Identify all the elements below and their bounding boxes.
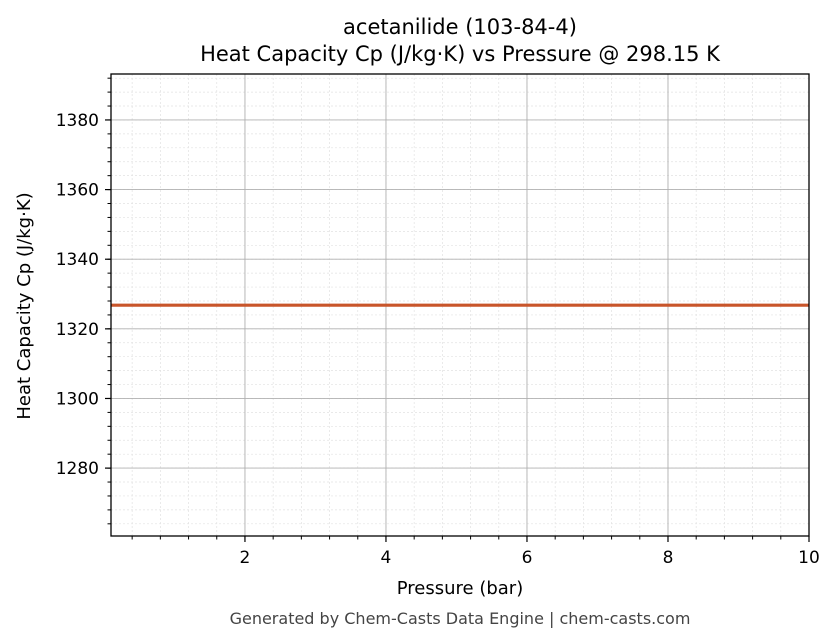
x-tick-label: 4 bbox=[381, 548, 392, 568]
y-tick-label: 1320 bbox=[56, 320, 99, 340]
minor-grid bbox=[111, 74, 809, 536]
footer-credit: Generated by Chem-Casts Data Engine | ch… bbox=[230, 609, 691, 628]
x-axis-label: Pressure (bar) bbox=[397, 578, 523, 599]
y-tick-label: 1340 bbox=[56, 250, 99, 270]
chart-title: acetanilide (103-84-4) bbox=[343, 15, 577, 39]
x-tick-label: 2 bbox=[240, 548, 251, 568]
ticks-layer: 2 4 6 8 10 1280 1300 1320 1340 1360 1380 bbox=[56, 77, 820, 568]
plot-frame bbox=[110, 73, 810, 537]
chart-subtitle: Heat Capacity Cp (J/kg·K) vs Pressure @ … bbox=[200, 42, 721, 66]
x-tick-label: 8 bbox=[663, 548, 674, 568]
y-axis-label: Heat Capacity Cp (J/kg·K) bbox=[14, 192, 35, 419]
x-tick-label: 10 bbox=[798, 548, 820, 568]
y-tick-label: 1360 bbox=[56, 181, 99, 201]
y-tick-label: 1380 bbox=[56, 111, 99, 131]
y-tick-label: 1300 bbox=[56, 389, 99, 409]
y-tick-label: 1280 bbox=[56, 459, 99, 479]
x-tick-label: 6 bbox=[522, 548, 533, 568]
